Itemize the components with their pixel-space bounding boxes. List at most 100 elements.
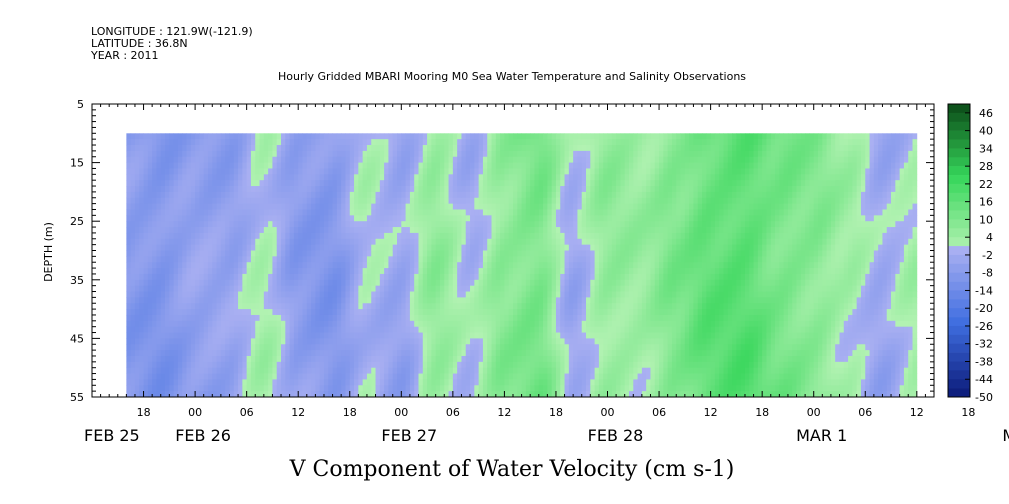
- heatmap-cell: [238, 250, 243, 257]
- heatmap-cell: [134, 256, 140, 263]
- heatmap-cell: [246, 332, 252, 339]
- heatmap-cell: [517, 326, 522, 333]
- heatmap-cell: [568, 291, 574, 298]
- heatmap-cell: [345, 232, 351, 240]
- heatmap-cell: [289, 174, 295, 181]
- heatmap-cell: [156, 314, 162, 322]
- heatmap-cell: [293, 203, 299, 210]
- heatmap-cell: [388, 279, 394, 287]
- heatmap-cell: [448, 291, 454, 298]
- heatmap-cell: [427, 309, 432, 316]
- heatmap-cell: [173, 180, 179, 187]
- heatmap-cell: [555, 203, 561, 210]
- heatmap-cell: [474, 227, 480, 234]
- heatmap-cell: [358, 232, 364, 240]
- heatmap-cell: [195, 279, 200, 287]
- heatmap-cell: [332, 227, 338, 234]
- heatmap-cell: [173, 355, 179, 363]
- heatmap-cell: [152, 168, 157, 175]
- heatmap-cell: [212, 309, 217, 316]
- heatmap-cell: [165, 227, 170, 234]
- heatmap-cell: [581, 273, 587, 281]
- heatmap-cell: [538, 209, 544, 216]
- heatmap-cell: [465, 297, 471, 304]
- heatmap-cell: [448, 314, 454, 322]
- heatmap-cell: [405, 150, 411, 158]
- heatmap-cell: [388, 232, 394, 240]
- heatmap-cell: [397, 139, 402, 146]
- heatmap-cell: [560, 338, 565, 345]
- heatmap-cell: [173, 309, 179, 316]
- heatmap-cell: [366, 379, 372, 386]
- heatmap-cell: [238, 203, 243, 210]
- heatmap-cell: [199, 320, 205, 328]
- heatmap-cell: [439, 314, 445, 322]
- heatmap-cell: [491, 203, 497, 210]
- heatmap-cell: [465, 320, 471, 328]
- heatmap-cell: [362, 180, 368, 187]
- heatmap-cell: [212, 221, 217, 228]
- heatmap-cell: [358, 367, 364, 374]
- heatmap-cell: [306, 344, 312, 351]
- heatmap-cell: [366, 344, 372, 351]
- heatmap-cell: [461, 191, 467, 199]
- heatmap-cell: [465, 338, 471, 345]
- heatmap-cell: [543, 191, 548, 199]
- heatmap-cell: [547, 191, 553, 199]
- heatmap-cell: [409, 197, 415, 205]
- heatmap-cell: [362, 367, 368, 374]
- heatmap-cell: [543, 209, 548, 216]
- heatmap-cell: [212, 373, 217, 380]
- heatmap-cell: [543, 168, 548, 175]
- heatmap-cell: [293, 367, 299, 374]
- heatmap-cell: [130, 285, 136, 292]
- heatmap-cell: [177, 379, 183, 386]
- heatmap-cell: [525, 156, 531, 163]
- heatmap-cell: [130, 203, 136, 210]
- heatmap-cell: [530, 150, 535, 158]
- heatmap-cell: [457, 350, 462, 357]
- heatmap-cell: [190, 180, 196, 187]
- heatmap-cell: [242, 133, 248, 140]
- heatmap-cell: [517, 174, 522, 181]
- heatmap-cell: [482, 232, 488, 240]
- heatmap-cell: [551, 314, 557, 322]
- heatmap-cell: [293, 303, 299, 310]
- heatmap-cell: [478, 332, 484, 339]
- heatmap-cell: [586, 209, 591, 216]
- heatmap-cell: [448, 145, 454, 152]
- heatmap-cell: [345, 268, 351, 275]
- heatmap-cell: [139, 156, 144, 163]
- heatmap-cell: [216, 379, 222, 386]
- heatmap-cell: [285, 180, 291, 187]
- heatmap-cell: [431, 326, 437, 333]
- heatmap-cell: [341, 379, 346, 386]
- heatmap-cell: [581, 279, 587, 287]
- heatmap-cell: [470, 139, 475, 146]
- heatmap-cell: [461, 326, 467, 333]
- heatmap-cell: [384, 162, 389, 169]
- heatmap-cell: [573, 150, 578, 158]
- heatmap-cell: [414, 314, 419, 322]
- heatmap-cell: [401, 150, 407, 158]
- heatmap-cell: [263, 285, 269, 292]
- heatmap-cell: [255, 314, 260, 322]
- heatmap-cell: [225, 197, 230, 205]
- heatmap-cell: [358, 391, 364, 398]
- heatmap-cell: [457, 385, 462, 392]
- heatmap-cell: [259, 297, 265, 304]
- heatmap-cell: [341, 332, 346, 339]
- heatmap-cell: [379, 268, 385, 275]
- heatmap-cell: [405, 303, 411, 310]
- heatmap-cell: [392, 156, 398, 163]
- heatmap-cell: [482, 320, 488, 328]
- heatmap-cell: [177, 162, 183, 169]
- heatmap-cell: [225, 238, 230, 246]
- heatmap-cell: [134, 385, 140, 392]
- heatmap-cell: [281, 186, 286, 193]
- heatmap-cell: [435, 256, 441, 263]
- heatmap-cell: [435, 145, 441, 152]
- heatmap-cell: [534, 232, 540, 240]
- heatmap-cell: [319, 297, 325, 304]
- heatmap-cell: [586, 309, 591, 316]
